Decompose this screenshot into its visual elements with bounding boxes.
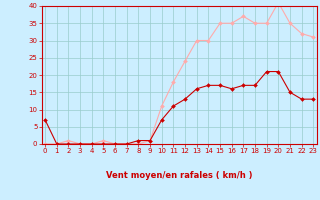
X-axis label: Vent moyen/en rafales ( km/h ): Vent moyen/en rafales ( km/h ) [106,171,252,180]
